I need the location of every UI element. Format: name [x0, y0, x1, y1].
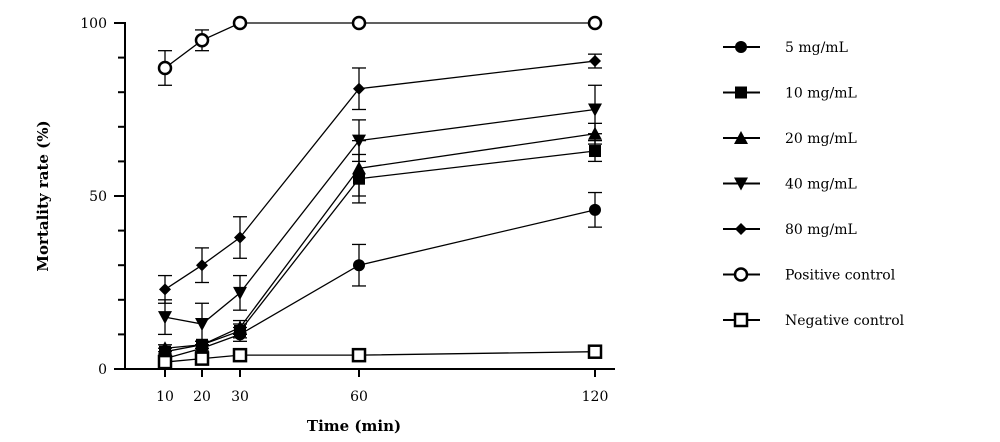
legend-marker [735, 223, 747, 235]
data-point [589, 145, 601, 158]
data-point [194, 33, 210, 48]
legend-label: 5 mg/mL [785, 40, 848, 56]
data-point [195, 318, 209, 332]
data-point [157, 60, 173, 76]
legend-item: 5 mg/mL [723, 40, 848, 56]
series-5 [157, 15, 603, 86]
x-tick-label: 10 [156, 389, 174, 405]
legend-marker [735, 41, 747, 53]
x-tick-label: 60 [350, 389, 368, 405]
legend: 5 mg/mL 10 mg/mL 20 mg/mL 40 mg/mL 80 mg/mL P… [723, 40, 905, 329]
data-point [234, 231, 246, 244]
data-point [233, 286, 247, 300]
x-tick-label: 120 [582, 389, 609, 405]
legend-item: 80 mg/mL [723, 222, 857, 238]
data-point [589, 203, 601, 216]
legend-label: Positive control [785, 268, 896, 284]
data-point [233, 320, 247, 334]
series-line [164, 209, 596, 360]
series-line [164, 22, 595, 69]
data-point [158, 311, 172, 325]
series-line [164, 133, 596, 349]
legend-item: 20 mg/mL [723, 131, 857, 147]
series-0 [158, 191, 602, 365]
legend-marker [733, 267, 749, 282]
legend-item: 40 mg/mL [723, 177, 857, 193]
series-line [164, 108, 596, 325]
legend-marker [734, 177, 748, 191]
y-axis-title: Mortality rate (%) [34, 120, 52, 271]
legend-marker [735, 86, 747, 99]
data-point [589, 55, 601, 68]
series-3 [158, 84, 602, 346]
data-point [232, 347, 248, 363]
legend-label: Negative control [785, 313, 905, 329]
legend-item: Negative control [723, 312, 905, 329]
legend-label: 10 mg/mL [785, 86, 857, 102]
data-point [351, 347, 367, 363]
legend-label: 40 mg/mL [785, 177, 857, 193]
plot-area [157, 15, 603, 370]
data-point [587, 15, 603, 31]
legend-item: 10 mg/mL [723, 86, 857, 102]
legend-marker [733, 312, 749, 328]
legend-marker [734, 131, 748, 144]
y-tick-label: 100 [80, 16, 107, 32]
series-4 [158, 53, 602, 304]
x-tick-label: 30 [231, 389, 249, 405]
data-point [353, 82, 365, 95]
data-point [587, 344, 603, 359]
series-line [164, 60, 596, 290]
data-point [588, 103, 602, 117]
axes: 0 50 100 10 20 30 60 120 [80, 16, 615, 405]
data-point [196, 259, 208, 272]
data-point [352, 161, 366, 175]
data-point [352, 134, 366, 148]
data-point [158, 341, 172, 355]
data-point [159, 283, 171, 296]
series-6 [157, 344, 603, 370]
y-tick-label: 50 [89, 189, 107, 205]
y-tick-label: 0 [98, 362, 107, 378]
legend-label: 20 mg/mL [785, 131, 857, 147]
data-point [351, 15, 367, 31]
data-point [353, 259, 365, 272]
series-line [164, 351, 596, 363]
legend-label: 80 mg/mL [785, 222, 857, 238]
series-line [164, 150, 596, 353]
data-point [232, 15, 248, 31]
x-axis-title: Time (min) [307, 417, 401, 435]
legend-item: Positive control [723, 267, 896, 284]
data-point [157, 354, 173, 370]
series-2 [158, 122, 602, 355]
data-point [194, 351, 210, 366]
x-tick-label: 20 [193, 389, 211, 405]
